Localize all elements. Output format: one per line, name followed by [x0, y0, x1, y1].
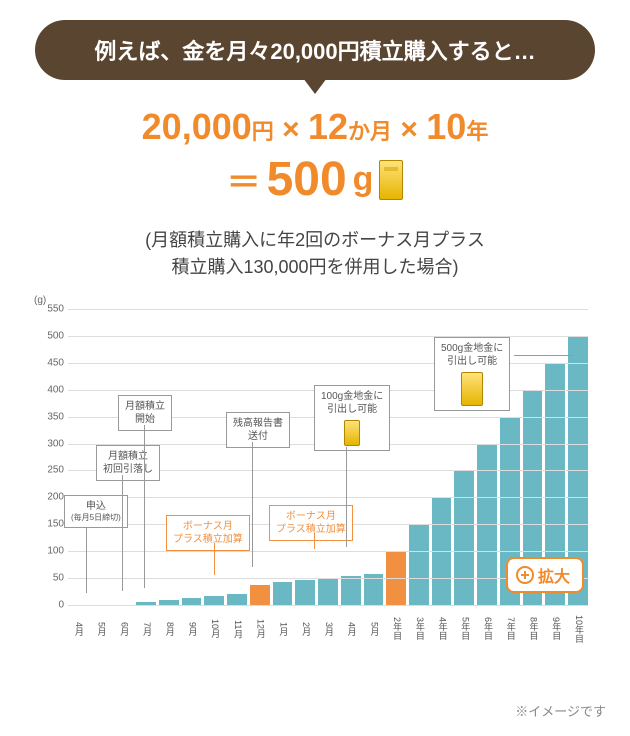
- x-label: 3月: [318, 615, 338, 643]
- callout-apply: 申込 (毎月5日締切): [64, 495, 128, 528]
- x-label: 11月: [227, 615, 247, 643]
- y-tick: 50: [38, 573, 64, 584]
- x-label: 12月: [250, 615, 270, 643]
- example-banner: 例えば、金を月々20,000円積立購入すると…: [35, 20, 595, 80]
- x-label: 10年目: [568, 615, 588, 643]
- bar: [409, 524, 429, 605]
- x-label: 10月: [204, 615, 224, 643]
- callout-first-debit: 月額積立 初回引落し: [96, 445, 160, 481]
- callout-report: 残高報告書 送付: [226, 412, 290, 448]
- x-label: 5月: [364, 615, 384, 643]
- callout-500g: 500g金地金に 引出し可能: [434, 337, 510, 411]
- gold-bar-icon: [379, 160, 403, 200]
- y-tick: 350: [38, 411, 64, 422]
- y-tick: 500: [38, 330, 64, 341]
- y-tick: 450: [38, 357, 64, 368]
- growth-chart: (g) 050100150200250300350400450500550 4月…: [24, 295, 606, 645]
- formula-line2: ＝ 500g: [24, 152, 606, 207]
- x-label: 9月: [182, 615, 202, 643]
- formula-line1: 20,000円 × 12か月 × 10年: [24, 106, 606, 148]
- x-label: 9年目: [545, 615, 565, 643]
- x-label: 4年目: [432, 615, 452, 643]
- x-label: 5年目: [454, 615, 474, 643]
- bar: [204, 596, 224, 605]
- bar: [341, 576, 361, 605]
- y-tick: 100: [38, 546, 64, 557]
- plus-icon: [516, 566, 534, 584]
- formula: 20,000円 × 12か月 × 10年 ＝ 500g: [24, 106, 606, 207]
- x-label: 3年目: [409, 615, 429, 643]
- x-axis-labels: 4月5月6月7月8月9月10月11月12月1月2月3月4月5月2年目3年目4年目…: [68, 615, 588, 643]
- y-tick: 550: [38, 304, 64, 315]
- expand-button[interactable]: 拡大: [506, 557, 584, 593]
- y-tick: 300: [38, 438, 64, 449]
- y-tick: 400: [38, 384, 64, 395]
- banner-text: 例えば、金を月々20,000円積立購入すると…: [94, 39, 535, 64]
- y-tick: 200: [38, 492, 64, 503]
- x-label: 8月: [159, 615, 179, 643]
- x-label: 4月: [68, 615, 88, 643]
- bar: [454, 470, 474, 605]
- bar: [182, 598, 202, 605]
- x-label: 1月: [273, 615, 293, 643]
- x-label: 6年目: [477, 615, 497, 643]
- y-tick: 150: [38, 519, 64, 530]
- x-label: 6月: [113, 615, 133, 643]
- bar: [295, 580, 315, 605]
- bar: [318, 578, 338, 605]
- subtitle: (月額積立購入に年2回のボーナス月プラス 積立購入130,000円を併用した場合…: [24, 227, 606, 281]
- x-label: 7月: [136, 615, 156, 643]
- y-tick: 250: [38, 465, 64, 476]
- callout-100g: 100g金地金に 引出し可能: [314, 385, 390, 451]
- x-label: 2年目: [386, 615, 406, 643]
- x-label: 2月: [295, 615, 315, 643]
- y-tick: 0: [38, 600, 64, 611]
- callout-bonus2: ボーナス月 プラス積立加算: [269, 505, 353, 541]
- bar: [250, 585, 270, 605]
- x-label: 8年目: [523, 615, 543, 643]
- gold-bar-icon: [344, 420, 360, 446]
- footnote: ※イメージです: [515, 701, 606, 720]
- x-label: 7年目: [500, 615, 520, 643]
- callout-bonus1: ボーナス月 プラス積立加算: [166, 515, 250, 551]
- callout-start: 月額積立 開始: [118, 395, 172, 431]
- gold-bar-icon: [461, 372, 483, 406]
- bar: [273, 582, 293, 605]
- x-label: 4月: [341, 615, 361, 643]
- x-label: 5月: [91, 615, 111, 643]
- bar: [227, 594, 247, 605]
